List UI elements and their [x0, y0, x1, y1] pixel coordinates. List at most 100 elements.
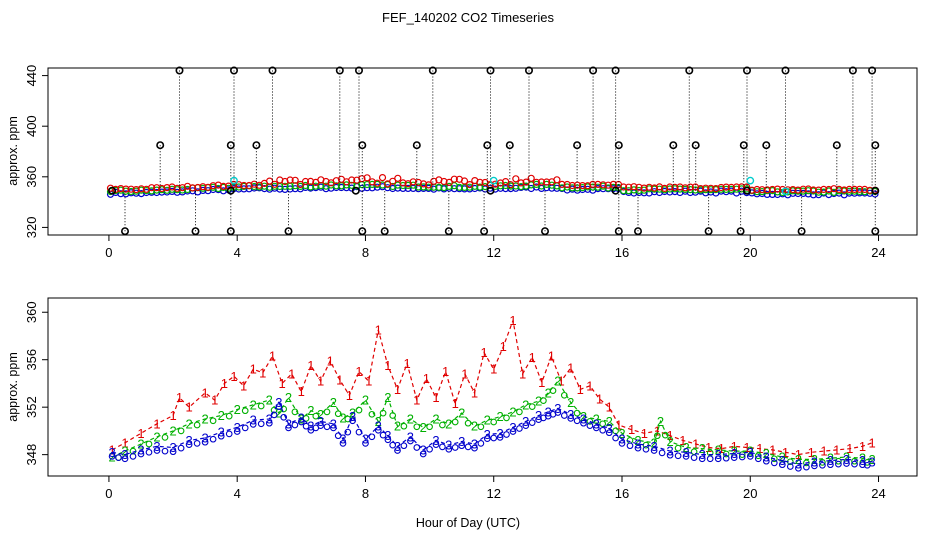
spike-point	[871, 227, 880, 236]
spike-point	[268, 66, 277, 75]
co2-point	[568, 181, 576, 190]
series-3-point-label: 3	[307, 419, 314, 434]
series-3-circle	[432, 441, 440, 448]
spike-point	[614, 227, 623, 236]
co2-point	[476, 183, 484, 191]
series-1-point-label: 1	[176, 390, 183, 405]
co2-point	[240, 181, 248, 190]
series-2-point-label: 2	[169, 423, 176, 438]
x-axis-label: Hour of Day (UTC)	[416, 516, 520, 530]
series-1-point-label: 1	[346, 388, 353, 403]
series-2-point-label: 2	[545, 385, 552, 400]
co2-point	[235, 181, 243, 189]
series-3-point-label: 3	[496, 426, 503, 441]
series-3-point-label: 3	[731, 446, 738, 461]
series-3-circle	[618, 440, 626, 447]
co2-point	[389, 177, 397, 185]
series-1-point-label: 1	[355, 364, 362, 379]
series-1-point-label: 1	[298, 384, 305, 399]
series-3-point-label: 3	[384, 428, 391, 443]
co2-point	[450, 175, 458, 183]
series-3-circle	[458, 442, 466, 450]
co2-point	[763, 186, 771, 194]
co2-point	[440, 177, 448, 186]
co2-point	[768, 185, 777, 194]
series-1-point-label: 1	[641, 426, 648, 441]
series-1-point-label: 1	[743, 440, 750, 455]
spike-point	[230, 66, 239, 75]
co2-point	[502, 178, 510, 186]
spike-point	[226, 227, 235, 236]
co2-point	[378, 174, 387, 182]
series-3-circle	[509, 428, 517, 435]
x-tick-label: 24	[871, 486, 885, 501]
series-3-point-label: 3	[153, 439, 160, 454]
series-3-point-label: 3	[666, 444, 673, 459]
co2-point	[419, 180, 428, 188]
series-1-point-label: 1	[394, 382, 401, 397]
series-1-point-label: 1	[384, 358, 391, 373]
series-3-circle	[580, 419, 587, 427]
co2-point	[558, 180, 566, 188]
co2-point	[266, 177, 274, 185]
series-1-point-label: 1	[577, 382, 584, 397]
series-2-point-label: 2	[634, 433, 641, 448]
series-2-point-label: 2	[153, 429, 160, 444]
co2-point	[399, 179, 407, 187]
series-1-point-label: 1	[259, 365, 266, 380]
series-3-point-label: 3	[432, 433, 439, 448]
series-1-point-label: 1	[795, 447, 802, 462]
co2-point	[189, 184, 197, 192]
series-3-circle	[302, 422, 310, 430]
series-3-circle	[503, 431, 510, 438]
series-3-point-label: 3	[185, 433, 192, 448]
spike-point	[412, 141, 421, 150]
series-2-point-label: 2	[185, 416, 192, 431]
co2-point	[245, 181, 253, 190]
co2-point	[748, 186, 756, 194]
co2-point	[861, 185, 869, 193]
x-tick-label: 20	[743, 486, 757, 501]
series-3-circle	[778, 461, 786, 469]
series-2-circle	[851, 457, 858, 465]
co2-point	[394, 174, 402, 182]
series-2-point-label: 2	[407, 412, 414, 427]
co2-point	[604, 184, 612, 192]
series-2-circle	[599, 420, 607, 428]
series-2-point-label: 2	[201, 412, 208, 427]
series-2-circle	[400, 422, 408, 430]
series-1-point-label: 1	[490, 362, 497, 377]
series-1-point-label: 1	[538, 375, 545, 390]
series-2-circle	[257, 402, 265, 410]
series-3-point-label: 3	[554, 401, 561, 416]
series-3-circle	[257, 420, 265, 428]
spike-point	[762, 141, 771, 150]
series-3-circle	[177, 444, 185, 452]
spike-point	[358, 141, 367, 150]
series-3-circle	[413, 444, 421, 451]
series-3-point-label: 3	[285, 416, 292, 431]
series-1-point-label: 1	[250, 362, 257, 377]
co2-point	[250, 182, 258, 191]
series-2-point-label: 2	[657, 414, 664, 429]
co2-point	[666, 183, 674, 191]
series-1-point-label: 1	[846, 441, 853, 456]
co2-point	[548, 181, 556, 189]
co2-point	[589, 180, 597, 188]
co2-point	[425, 181, 433, 189]
series-3-circle	[297, 418, 305, 426]
series-3-circle	[368, 433, 376, 441]
series-2-point-label: 2	[795, 452, 802, 467]
series-3-circle	[516, 425, 523, 432]
series-2-point-label: 2	[763, 446, 770, 461]
co2-point	[322, 182, 330, 190]
series-3-circle	[714, 455, 722, 463]
co2-point	[799, 185, 807, 193]
co2-point	[809, 186, 818, 194]
spike-point	[848, 66, 857, 75]
series-1-point-label: 1	[596, 391, 603, 406]
series-3-circle	[863, 461, 871, 469]
series-3-circle	[843, 460, 850, 467]
series-3-point-label: 3	[445, 438, 452, 453]
x-tick-label: 12	[486, 245, 500, 260]
